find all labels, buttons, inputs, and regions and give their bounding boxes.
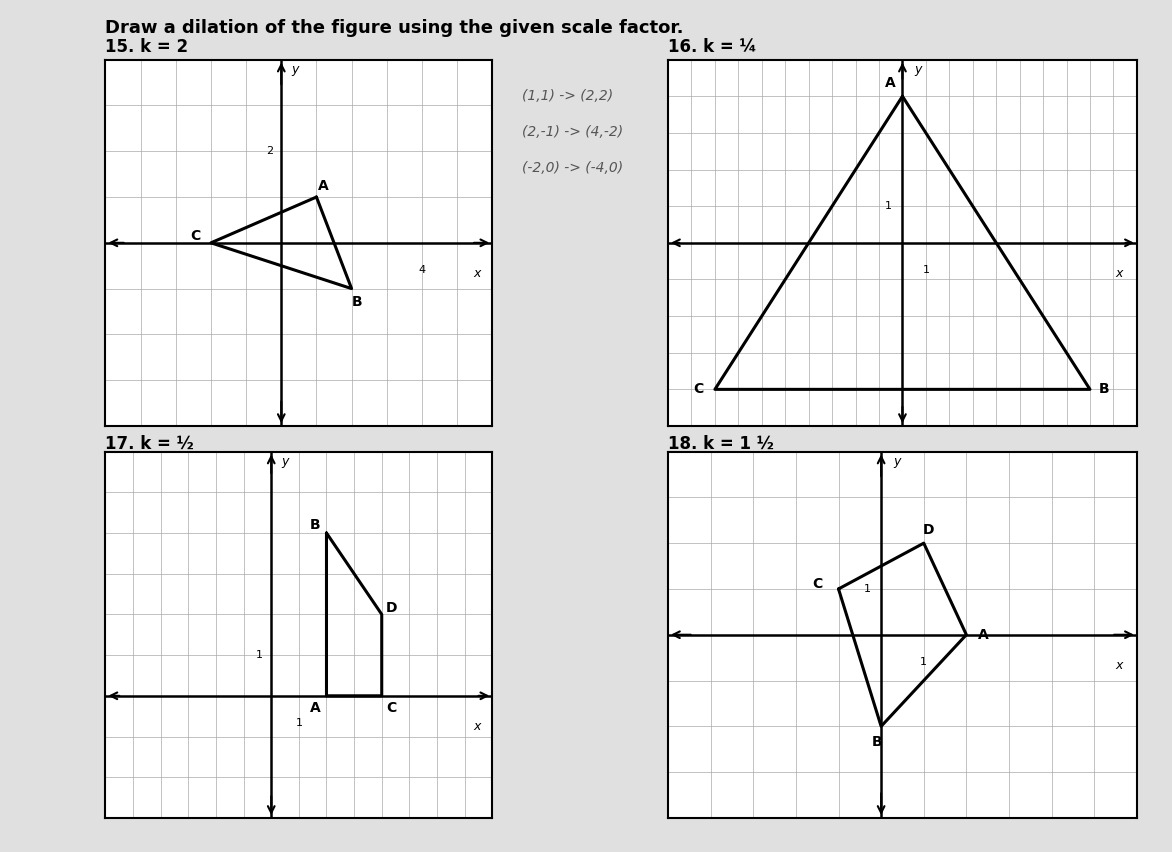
Text: y: y: [281, 455, 288, 469]
Text: B: B: [311, 518, 321, 532]
Text: x: x: [473, 720, 481, 733]
Text: y: y: [291, 63, 299, 77]
Text: (2,-1) -> (4,-2): (2,-1) -> (4,-2): [522, 125, 622, 139]
Text: 16. k = ¼: 16. k = ¼: [668, 38, 757, 56]
Text: C: C: [694, 383, 703, 396]
Text: 1: 1: [885, 201, 892, 211]
Text: 1: 1: [922, 265, 929, 275]
Text: A: A: [311, 701, 321, 715]
Text: B: B: [1098, 383, 1110, 396]
Text: (-2,0) -> (-4,0): (-2,0) -> (-4,0): [522, 161, 622, 175]
Text: A: A: [979, 628, 989, 642]
Text: y: y: [893, 455, 900, 469]
Text: A: A: [318, 179, 329, 193]
Text: 1: 1: [864, 584, 871, 594]
Text: x: x: [1116, 659, 1123, 671]
Text: A: A: [885, 77, 897, 90]
Text: 1: 1: [920, 657, 927, 667]
Text: 15. k = 2: 15. k = 2: [105, 38, 189, 56]
Text: 17. k = ½: 17. k = ½: [105, 435, 195, 452]
Text: D: D: [386, 602, 397, 615]
Text: C: C: [387, 701, 396, 715]
Text: (1,1) -> (2,2): (1,1) -> (2,2): [522, 89, 613, 103]
Text: C: C: [812, 578, 823, 591]
Text: 1: 1: [255, 650, 263, 660]
Text: x: x: [473, 267, 481, 279]
Text: 18. k = 1 ½: 18. k = 1 ½: [668, 435, 774, 452]
Text: Draw a dilation of the figure using the given scale factor.: Draw a dilation of the figure using the …: [105, 19, 684, 37]
Text: C: C: [190, 229, 200, 243]
Text: B: B: [352, 296, 362, 309]
Text: 4: 4: [418, 265, 425, 275]
Text: 1: 1: [295, 717, 302, 728]
Text: 2: 2: [266, 147, 273, 156]
Text: D: D: [922, 523, 934, 538]
Text: y: y: [914, 63, 921, 77]
Text: B: B: [872, 735, 883, 750]
Text: x: x: [1116, 267, 1123, 279]
